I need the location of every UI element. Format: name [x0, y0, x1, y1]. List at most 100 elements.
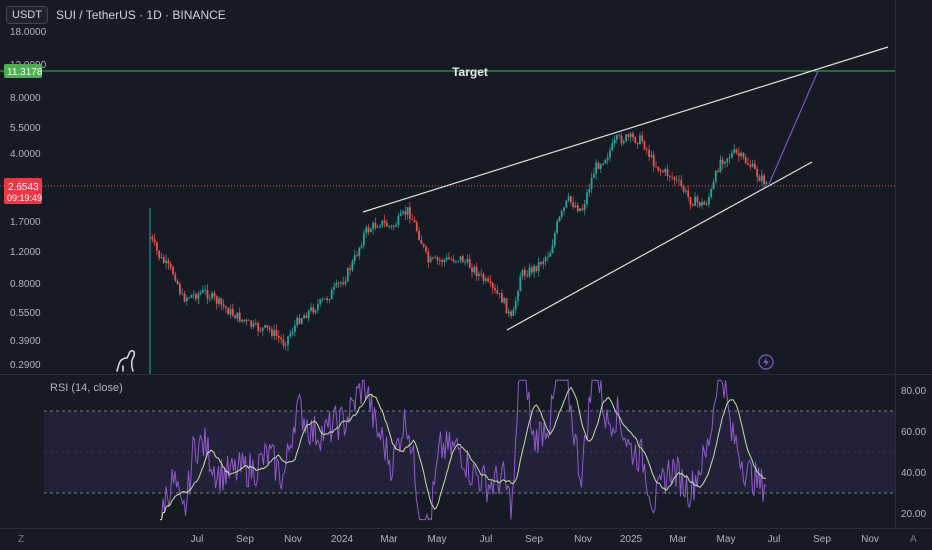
candle-body	[514, 300, 517, 310]
candle-body	[602, 163, 604, 165]
price-tick: 8.0000	[10, 93, 41, 104]
candle-body	[330, 289, 333, 300]
candle-body	[427, 251, 430, 263]
candle-body	[551, 245, 554, 254]
time-tick: Mar	[380, 534, 398, 545]
candle-body	[613, 139, 616, 144]
candle-body	[231, 308, 234, 316]
candle-body	[323, 298, 326, 300]
candle-body	[468, 259, 471, 268]
rsi-axis[interactable]: 80.00 60.00 40.00 20.00	[901, 386, 926, 520]
candle-body	[303, 315, 305, 319]
candle-body	[383, 220, 386, 223]
candle-body	[643, 141, 646, 150]
candle-body	[199, 292, 202, 294]
candle-body	[645, 149, 648, 151]
candle-body	[528, 267, 531, 277]
rsi-ma-line	[160, 386, 767, 521]
candle-body	[280, 337, 282, 340]
rsi-tick: 60.00	[901, 427, 926, 438]
candle-body	[418, 230, 420, 240]
lightning-icon[interactable]	[758, 354, 774, 370]
projection-line[interactable]	[768, 70, 819, 185]
candle-body	[685, 190, 687, 192]
candle-body	[220, 298, 223, 305]
candle-body	[298, 317, 301, 324]
candle-body	[763, 175, 765, 185]
candle-body	[365, 227, 368, 234]
candle-body	[666, 169, 669, 176]
symbol-title[interactable]: SUI / TetherUS · 1D · BINANCE	[55, 8, 226, 22]
currency-button[interactable]: USDT	[6, 6, 48, 24]
time-axis[interactable]: Jul Sep Nov 2024 Mar May Jul Sep Nov 202…	[191, 534, 879, 545]
candle-body	[484, 278, 487, 281]
candle-body	[625, 134, 627, 142]
candle-body	[162, 257, 165, 263]
candle-body	[475, 266, 478, 276]
candle-body	[305, 315, 308, 318]
time-tick: Jul	[768, 534, 781, 545]
time-tick: Mar	[669, 534, 687, 545]
candle-body	[533, 265, 535, 273]
candle-body	[742, 152, 745, 158]
candle-body	[747, 163, 749, 165]
candle-body	[213, 292, 216, 297]
candle-body	[680, 179, 683, 186]
candle-body	[337, 282, 340, 284]
candle-body	[413, 219, 416, 223]
candle-body	[634, 137, 637, 143]
candle-body	[197, 293, 200, 299]
candle-body	[356, 255, 358, 256]
rsi-tick: 40.00	[901, 468, 926, 479]
candle-body	[733, 149, 736, 153]
candle-body	[448, 257, 450, 260]
candle-body	[422, 244, 425, 247]
candle-body	[156, 242, 158, 251]
candle-body	[687, 190, 690, 197]
candle-body	[151, 236, 154, 240]
candle-body	[172, 267, 174, 275]
lower-trendline[interactable]	[506, 161, 813, 331]
candle-body	[310, 307, 312, 311]
upper-trendline[interactable]	[362, 46, 889, 213]
candle-body	[264, 325, 266, 328]
candle-body	[406, 207, 409, 215]
candle-body	[455, 260, 457, 262]
candle-body	[206, 289, 209, 299]
candlestick-series	[149, 130, 768, 352]
candle-body	[721, 159, 724, 164]
dino-icon	[116, 350, 136, 372]
candle-body	[537, 262, 540, 272]
rsi-legend[interactable]: RSI (14, close)	[50, 382, 123, 394]
candle-body	[443, 259, 446, 263]
candle-body	[754, 163, 756, 169]
candle-body	[496, 290, 499, 294]
candle-body	[491, 283, 494, 289]
candle-body	[185, 297, 188, 302]
auto-scale-button[interactable]: A	[910, 534, 917, 545]
candle-body	[218, 298, 220, 304]
candle-body	[558, 216, 561, 222]
candle-body	[464, 262, 466, 263]
rsi-line	[160, 379, 767, 521]
candle-body	[376, 227, 379, 228]
candle-body	[728, 157, 731, 159]
candle-body	[724, 161, 726, 164]
price-tick: 4.0000	[10, 149, 41, 160]
candle-body	[632, 133, 634, 138]
candle-body	[208, 298, 211, 300]
candle-body	[284, 345, 287, 347]
candle-body	[616, 135, 618, 140]
countdown-timer: 09:19:49	[7, 193, 42, 203]
candle-body	[691, 204, 694, 206]
candle-body	[294, 325, 296, 333]
candle-body	[277, 336, 280, 338]
candle-body	[597, 162, 600, 170]
timezone-corner-button[interactable]: Z	[18, 534, 25, 545]
candle-body	[563, 207, 565, 211]
candle-body	[760, 175, 763, 182]
candle-body	[519, 276, 522, 292]
candle-body	[478, 273, 480, 276]
